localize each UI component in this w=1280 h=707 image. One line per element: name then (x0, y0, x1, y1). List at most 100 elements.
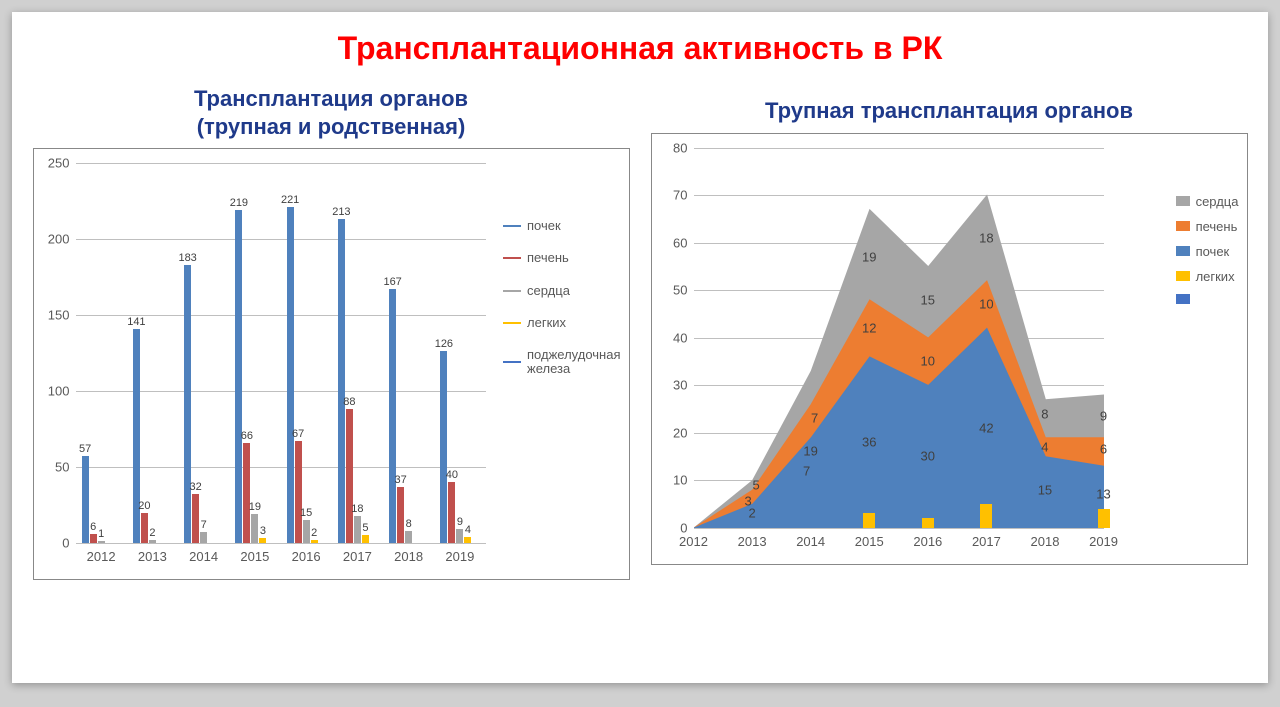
bar-value-label: 9 (457, 516, 463, 529)
bar-value-label: 88 (343, 396, 355, 409)
bar: 183 (184, 265, 191, 543)
x-tick-label: 2017 (332, 549, 383, 564)
legend-label: сердца (527, 284, 570, 298)
bar-value-label: 2 (149, 527, 155, 540)
left-chart-title: Трансплантация органов (трупная и родств… (194, 85, 468, 140)
legend-item: легких (1176, 269, 1239, 284)
legend-item: легких (503, 316, 620, 330)
x-tick-label: 2015 (840, 534, 899, 549)
charts-row: Трансплантация органов (трупная и родств… (12, 85, 1268, 580)
x-tick-label: 2018 (383, 549, 434, 564)
x-tick-label: 2013 (723, 534, 782, 549)
y-tick-label: 100 (36, 384, 76, 399)
data-label: 4 (1041, 439, 1048, 454)
x-tick-label: 2015 (229, 549, 280, 564)
legend-swatch (503, 225, 521, 227)
bar-value-label: 221 (281, 194, 299, 207)
bar: 7 (200, 532, 207, 543)
right-chart-title: Трупная трансплантация органов (765, 97, 1133, 125)
bar-value-label: 8 (406, 518, 412, 531)
data-label: 15 (921, 292, 935, 307)
legend-label: легких (1196, 269, 1235, 284)
bar: 20 (141, 513, 148, 543)
bar-group: 1264094 (434, 351, 485, 543)
x-tick-label: 2016 (899, 534, 958, 549)
x-tick-label: 2013 (127, 549, 178, 564)
bar-group: 5761 (76, 456, 127, 543)
legend-swatch (1176, 196, 1190, 206)
y-tick-label: 40 (654, 330, 694, 345)
bar: 19 (251, 514, 258, 543)
data-label: 19 (862, 249, 876, 264)
data-label: 8 (1041, 406, 1048, 421)
bar: 213 (338, 219, 345, 543)
legend-item: поджелудочная железа (503, 348, 620, 377)
bar: 57 (82, 456, 89, 543)
bar: 167 (389, 289, 396, 543)
bar-value-label: 141 (127, 316, 145, 329)
bar-value-label: 4 (465, 524, 471, 537)
data-label: 12 (862, 321, 876, 336)
bar-value-label: 32 (190, 481, 202, 494)
bar-group: 21388185 (332, 219, 383, 543)
bar: 8 (405, 531, 412, 543)
bar-value-label: 67 (292, 428, 304, 441)
bar: 5 (362, 535, 369, 543)
bar: 32 (192, 494, 199, 543)
legend-swatch (503, 257, 521, 259)
bar-value-label: 20 (138, 500, 150, 513)
left-plot-area: 0501001502002505761141202183327219661932… (76, 163, 486, 543)
data-label: 7 (811, 411, 818, 426)
legend-item: печень (503, 251, 620, 265)
legend-item: печень (1176, 219, 1239, 234)
data-label: 10 (979, 297, 993, 312)
legend-swatch (1176, 246, 1190, 256)
legend-label: легких (527, 316, 566, 330)
bar: 40 (448, 482, 455, 543)
bar: 9 (456, 529, 463, 543)
bar-value-label: 219 (230, 197, 248, 210)
bar: 66 (243, 443, 250, 543)
right-legend: сердцапеченьпочеклегких (1176, 194, 1239, 314)
bar-value-label: 183 (178, 252, 196, 265)
overlay-bar (980, 504, 992, 528)
y-tick-label: 250 (36, 156, 76, 171)
overlay-bar (863, 513, 875, 527)
legend-item: почек (503, 219, 620, 233)
legend-label: почек (527, 219, 561, 233)
right-chart-box: 0102030405060708023577191219361015301018… (651, 133, 1248, 565)
x-tick-label: 2012 (664, 534, 723, 549)
legend-swatch (503, 361, 521, 363)
x-tick-label: 2014 (178, 549, 229, 564)
left-chart-box: 0501001502002505761141202183327219661932… (33, 148, 630, 580)
data-label: 36 (862, 435, 876, 450)
bar: 221 (287, 207, 294, 543)
bar-value-label: 3 (260, 525, 266, 538)
bar-value-label: 57 (79, 443, 91, 456)
data-label: 42 (979, 420, 993, 435)
bar: 15 (303, 520, 310, 543)
data-label: 5 (752, 477, 759, 492)
bar-value-label: 6 (90, 521, 96, 534)
legend-swatch (503, 322, 521, 324)
y-tick-label: 50 (654, 283, 694, 298)
bar-value-label: 126 (435, 338, 453, 351)
x-tick-label: 2019 (434, 549, 485, 564)
data-label: 19 (803, 443, 817, 458)
legend-swatch (1176, 294, 1190, 304)
legend-item (1176, 294, 1239, 304)
y-tick-label: 10 (654, 473, 694, 488)
bar: 6 (90, 534, 97, 543)
left-legend: почек печень сердца легких поджелудочная жел… (503, 219, 620, 395)
x-tick-label: 2018 (1016, 534, 1075, 549)
x-tick-label: 2016 (281, 549, 332, 564)
y-tick-label: 70 (654, 188, 694, 203)
data-label: 10 (921, 354, 935, 369)
legend-label: поджелудочная железа (527, 348, 620, 377)
bar-value-label: 213 (332, 206, 350, 219)
legend-label: печень (527, 251, 569, 265)
bar-value-label: 15 (300, 507, 312, 520)
y-tick-label: 0 (36, 536, 76, 551)
y-tick-label: 50 (36, 460, 76, 475)
x-tick-label: 2014 (781, 534, 840, 549)
